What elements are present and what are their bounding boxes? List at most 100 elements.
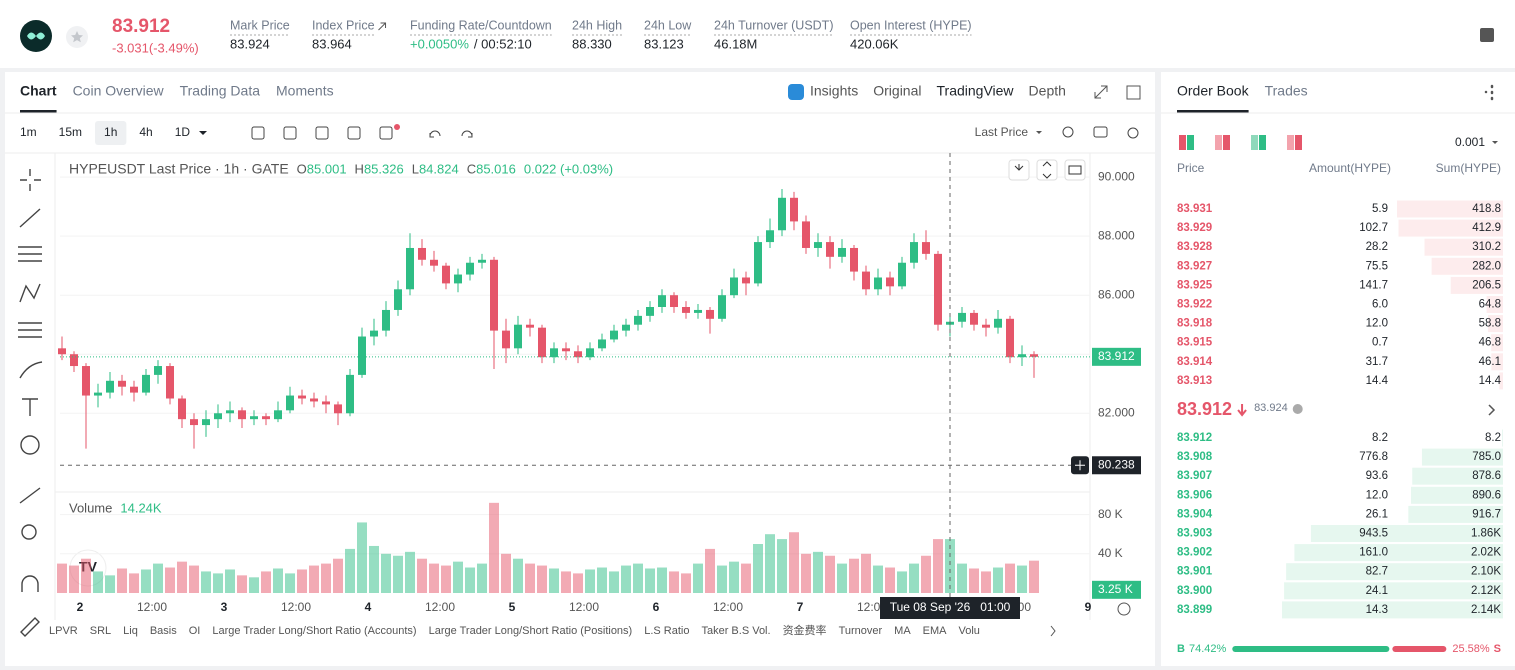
panel-icon[interactable]: [1480, 28, 1494, 42]
ohlc-value: 85.001: [307, 161, 347, 176]
chart-title: HYPEUSDT Last Price · 1h · GATE: [69, 161, 289, 177]
interval[interactable]: 1D: [175, 125, 191, 139]
emoji-tool[interactable]: [20, 435, 40, 455]
price-type[interactable]: Last Price: [975, 125, 1029, 139]
chart-button[interactable]: [1064, 159, 1086, 181]
crosshair-tag: [1092, 456, 1141, 475]
book-amount: 24.1: [1366, 585, 1388, 597]
indicator[interactable]: Liq: [123, 625, 138, 637]
redo-icon[interactable]: [461, 130, 473, 138]
interval[interactable]: 4h: [139, 125, 152, 139]
stat-value: / 00:52:10: [474, 36, 532, 51]
magnet-tool[interactable]: [21, 575, 39, 592]
tab[interactable]: Trading Data: [180, 83, 261, 99]
indicator[interactable]: Basis: [150, 625, 177, 637]
book-sum: 206.5: [1472, 279, 1501, 291]
indicator[interactable]: MA: [894, 625, 911, 637]
tab[interactable]: Coin Overview: [73, 83, 165, 99]
crosshair-tool[interactable]: [20, 169, 41, 191]
candle-body: [118, 380, 126, 387]
view-tab[interactable]: Depth: [1029, 83, 1066, 99]
chart-tool-icon[interactable]: [379, 126, 393, 140]
tab[interactable]: Moments: [276, 83, 334, 99]
precision[interactable]: 0.001: [1455, 135, 1485, 149]
fib-tool[interactable]: [18, 246, 42, 262]
book-price: 83.902: [1177, 547, 1212, 559]
settings-icon[interactable]: [1117, 602, 1131, 616]
view-tab[interactable]: TradingView: [937, 83, 1015, 99]
pattern-tool[interactable]: [19, 283, 41, 303]
indicator[interactable]: L.S Ratio: [644, 625, 689, 637]
candle-body: [538, 327, 546, 358]
candle-body: [166, 366, 174, 399]
indicator[interactable]: Large Trader Long/Short Ratio (Positions…: [429, 625, 633, 637]
zoom-tool[interactable]: [21, 524, 37, 540]
volume-bar: [873, 565, 883, 593]
depth-bar: [1491, 353, 1503, 371]
ruler-tool[interactable]: [19, 487, 41, 504]
candle-body: [910, 242, 918, 263]
interval[interactable]: 1h: [104, 125, 117, 139]
volume-bar: [93, 571, 103, 593]
book-view-icon[interactable]: [1287, 135, 1294, 150]
depth-bar: [1499, 372, 1503, 390]
view-tab[interactable]: Insights: [810, 83, 858, 99]
candle-body: [994, 318, 1002, 328]
candle-body: [178, 398, 186, 420]
book-tab[interactable]: Trades: [1265, 83, 1308, 99]
indicator[interactable]: Volu: [959, 625, 980, 637]
indicator[interactable]: SRL: [90, 625, 111, 637]
undo-icon[interactable]: [429, 130, 441, 138]
book-view-icon[interactable]: [1251, 135, 1258, 150]
candle-body: [190, 419, 198, 426]
volume-bar: [681, 573, 691, 593]
indicator[interactable]: 资金费率: [783, 623, 827, 637]
interval[interactable]: 15m: [59, 125, 82, 139]
indicator[interactable]: LPVR: [49, 625, 78, 637]
candle-body: [250, 416, 258, 420]
expand-arrow[interactable]: [1488, 404, 1496, 416]
volume-bar: [501, 553, 511, 593]
price-change: -3.031(-3.49%): [112, 40, 199, 55]
camera-icon[interactable]: [1093, 126, 1108, 138]
menu-icon[interactable]: [1484, 84, 1494, 101]
volume-tag-label: 3.25 K: [1098, 582, 1133, 596]
fullscreen-icon[interactable]: [1094, 85, 1108, 99]
book-view-icon[interactable]: [1215, 135, 1222, 150]
indicator[interactable]: EMA: [923, 625, 948, 637]
book-tab[interactable]: Order Book: [1177, 83, 1250, 99]
view-tab[interactable]: Original: [873, 83, 921, 99]
indicator[interactable]: OI: [189, 625, 201, 637]
trend-line-tool[interactable]: [19, 208, 41, 228]
volume-bar: [753, 544, 763, 593]
gear-icon[interactable]: [1127, 127, 1139, 139]
chart-tool-icon[interactable]: [347, 126, 361, 140]
volume-bar: [297, 569, 307, 593]
chart-button[interactable]: [1036, 159, 1058, 181]
chart-tool-icon[interactable]: [315, 126, 329, 140]
interval[interactable]: 1m: [20, 125, 37, 139]
book-view-icon: [1187, 135, 1194, 150]
chart-tool-icon[interactable]: [251, 126, 265, 140]
book-view-icon[interactable]: [1179, 135, 1186, 150]
search-icon[interactable]: [1062, 126, 1074, 138]
window-icon[interactable]: [1126, 85, 1141, 100]
edit-tool[interactable]: [20, 617, 40, 637]
text-tool[interactable]: [22, 398, 38, 416]
indicator[interactable]: Taker B.S Vol.: [701, 625, 770, 637]
book-sum: 2.10K: [1471, 566, 1501, 578]
x-tick-label: 12:00: [857, 600, 887, 614]
book-amount: 26.1: [1366, 508, 1388, 520]
indicator[interactable]: Large Trader Long/Short Ratio (Accounts): [212, 625, 416, 637]
indicator[interactable]: Turnover: [839, 625, 883, 637]
candle-body: [442, 265, 450, 284]
brush-tool[interactable]: [19, 361, 43, 379]
chart-button-icon: [1014, 164, 1024, 171]
volume-bar: [477, 563, 487, 593]
chart-tool-icon[interactable]: [283, 126, 297, 140]
projection-tool[interactable]: [18, 322, 42, 338]
candle-body: [982, 324, 990, 328]
tab[interactable]: Chart: [20, 83, 57, 99]
scroll-right[interactable]: [1050, 625, 1056, 637]
volume-bar: [369, 545, 379, 593]
